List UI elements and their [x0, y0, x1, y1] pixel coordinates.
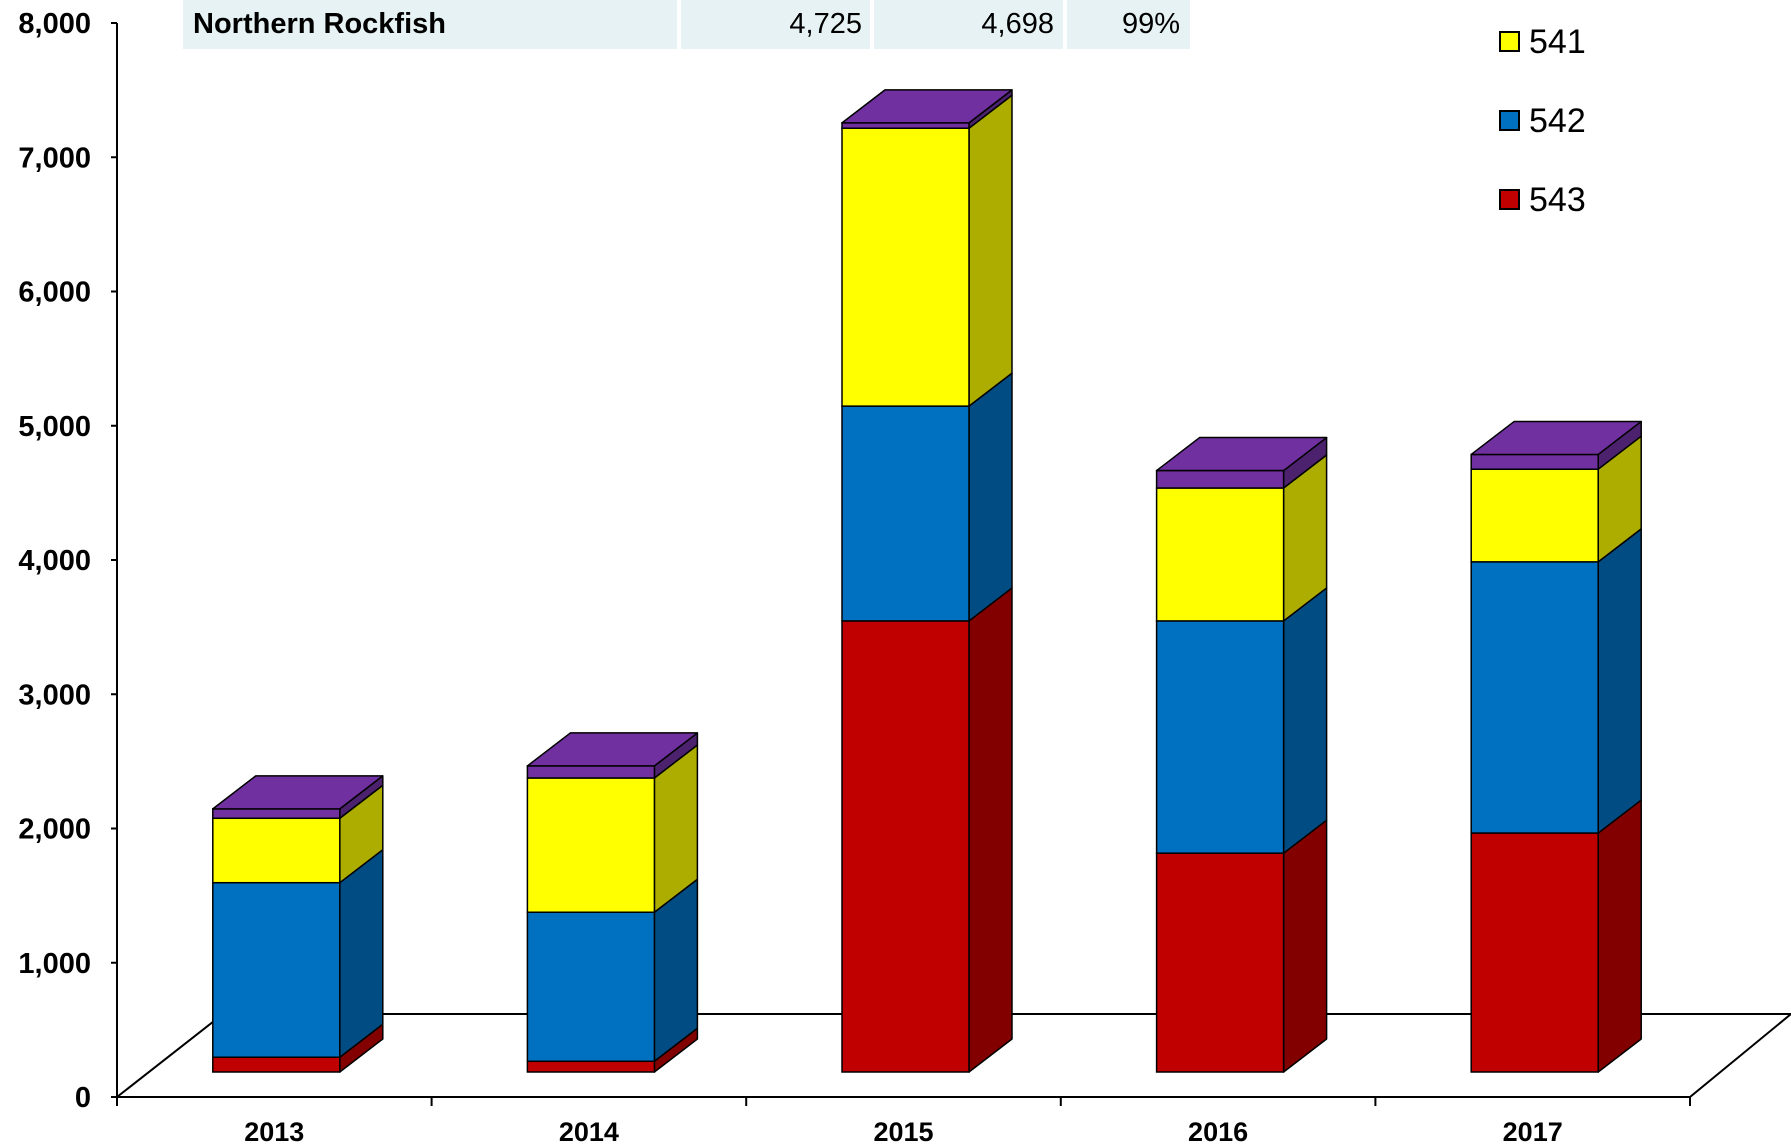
legend-label-543: 543 [1529, 181, 1586, 219]
x-tick-label: 2016 [1188, 1117, 1248, 1145]
bar-side-542 [1282, 587, 1328, 854]
y-tick-label: 0 [75, 1082, 91, 1114]
bar-segment-543 [841, 620, 970, 1073]
bar-side-542 [339, 848, 384, 1058]
bar-segment-top [1470, 453, 1599, 470]
bar-segment-541 [1470, 468, 1599, 563]
summary-cell-bg [1067, 0, 1190, 49]
y-tick-label: 3,000 [18, 679, 91, 711]
y-tick-label: 7,000 [18, 142, 91, 174]
bar-stack-2017 [1470, 420, 1642, 1073]
bar-stack-2015 [841, 89, 1013, 1073]
bar-segment-542 [212, 881, 341, 1058]
summary-value: 99% [1122, 8, 1180, 40]
y-tick-label: 6,000 [18, 277, 91, 309]
bar-side-542 [1597, 528, 1642, 834]
bar-segment-543 [526, 1060, 656, 1073]
x-tick-label: 2015 [873, 1117, 933, 1145]
bar-segment-top [212, 808, 341, 820]
bar-segment-542 [526, 911, 656, 1063]
bar-segment-543 [1155, 852, 1285, 1073]
bar-segment-top [1155, 469, 1285, 489]
bar-side-543 [968, 587, 1013, 1073]
bar-stack-2013 [212, 775, 384, 1073]
y-tick-label: 4,000 [18, 545, 91, 577]
summary-value: 4,698 [981, 8, 1054, 40]
summary-value: 4,725 [789, 8, 862, 40]
summary-cell-bg [681, 0, 870, 49]
bar-segment-543 [212, 1056, 341, 1073]
summary-row: Northern Rockfish 4,725 4,698 99% [183, 0, 1190, 49]
bar-segment-541 [526, 777, 656, 913]
bar-top-cap [212, 775, 384, 810]
bar-top-cap [841, 89, 1013, 124]
legend-swatch-542 [1499, 110, 1520, 131]
bar-side-543 [1282, 819, 1328, 1073]
bar-segment-541 [1155, 487, 1285, 622]
bar-top-cap [1470, 420, 1642, 456]
bar-segment-541 [212, 817, 341, 884]
bar-segment-top [526, 765, 656, 779]
summary-cell-bg [183, 0, 677, 49]
legend-label-541: 541 [1529, 23, 1586, 61]
bar-side-541 [968, 94, 1013, 407]
bar-segment-542 [1155, 620, 1285, 854]
x-tick-label: 2014 [559, 1117, 619, 1145]
legend: 541 542 543 [1499, 23, 1586, 219]
bar-stack-2016 [1155, 436, 1328, 1073]
bar-segment-542 [1470, 561, 1599, 834]
bar-side-542 [968, 372, 1013, 622]
bar-segment-top [841, 122, 970, 129]
bar-segment-542 [841, 405, 970, 622]
legend-swatch-541 [1499, 31, 1520, 52]
x-tick-label: 2017 [1503, 1117, 1563, 1145]
bar-top-cap [1155, 436, 1328, 472]
y-tick-label: 8,000 [18, 8, 91, 40]
x-tick-label: 2013 [244, 1117, 304, 1145]
legend-label-542: 542 [1529, 102, 1586, 140]
y-tick-label: 2,000 [18, 814, 91, 846]
summary-cell-bg [874, 0, 1063, 49]
bar-segment-543 [1470, 832, 1599, 1073]
y-tick-label: 5,000 [18, 411, 91, 443]
legend-swatch-543 [1499, 189, 1520, 210]
summary-name: Northern Rockfish [193, 8, 446, 40]
bar-segment-541 [841, 127, 970, 407]
y-tick-label: 1,000 [18, 948, 91, 980]
bar-top-cap [526, 732, 699, 767]
bar-side-543 [1597, 799, 1642, 1073]
bar-stack-2014 [526, 732, 699, 1073]
